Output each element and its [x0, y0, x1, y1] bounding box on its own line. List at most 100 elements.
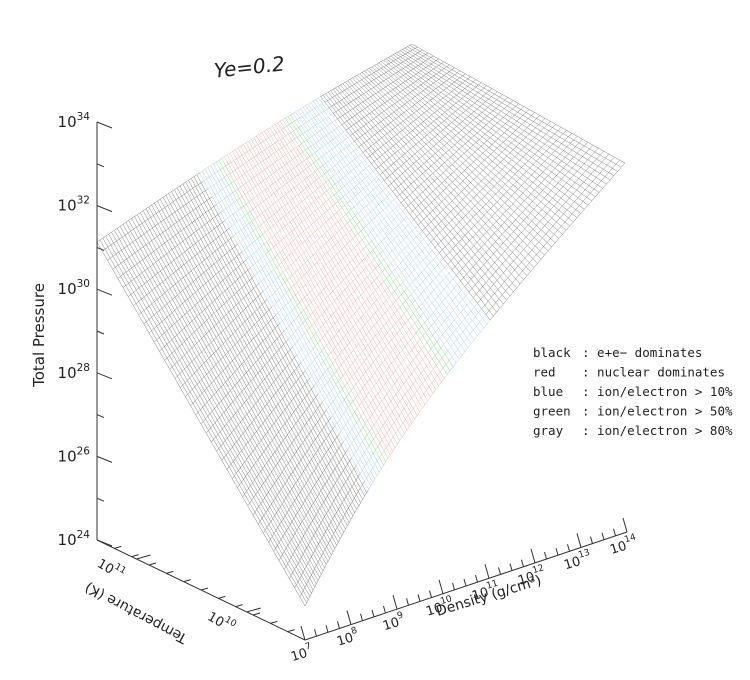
mesh-line-temperature	[438, 92, 442, 95]
mesh-line-temperature	[253, 494, 256, 498]
mesh-line-temperature	[447, 260, 451, 265]
mesh-line-temperature	[414, 245, 418, 249]
mesh-line-temperature	[396, 107, 400, 111]
mesh-line-temperature	[254, 309, 258, 312]
mesh-line-temperature	[492, 175, 496, 180]
mesh-line-temperature	[349, 85, 353, 88]
mesh-line-temperature	[217, 295, 220, 298]
mesh-line-temperature	[523, 127, 528, 131]
mesh-line-temperature	[329, 226, 333, 229]
mesh-line-temperature	[363, 395, 367, 400]
mesh-line-temperature	[319, 103, 323, 106]
mesh-line-temperature	[397, 56, 401, 59]
mesh-line-temperature	[281, 164, 285, 168]
mesh-line-temperature	[331, 104, 335, 107]
mesh-line-temperature	[411, 394, 415, 399]
mesh-line-temperature	[406, 213, 410, 217]
mesh-line-temperature	[312, 586, 315, 591]
mesh-line-temperature	[544, 140, 549, 145]
mesh-line-temperature	[431, 180, 435, 184]
mesh-line-temperature	[265, 286, 269, 290]
mesh-line-temperature	[402, 127, 406, 131]
mesh-line-temperature	[343, 452, 346, 457]
mesh-line-temperature	[256, 428, 259, 432]
mesh-line-temperature	[273, 315, 276, 318]
mesh-line-temperature	[333, 173, 337, 176]
mesh-line-temperature	[143, 231, 148, 235]
mesh-line-temperature	[267, 261, 270, 265]
mesh-line-temperature	[272, 124, 276, 127]
mesh-line-temperature	[169, 249, 173, 252]
mesh-line-temperature	[316, 353, 320, 357]
mesh-line-temperature	[424, 102, 428, 105]
mesh-line-temperature	[497, 120, 501, 124]
mesh-line-temperature	[486, 257, 491, 262]
mesh-line-temperature	[370, 438, 374, 443]
mesh-line-temperature	[394, 93, 398, 96]
mesh-line-temperature	[207, 413, 211, 417]
mesh-line-temperature	[425, 86, 429, 90]
mesh-line-temperature	[413, 161, 417, 164]
mesh-line-temperature	[348, 170, 352, 174]
mesh-line-temperature	[230, 346, 233, 350]
mesh-line-temperature	[196, 194, 200, 197]
mesh-line-temperature	[214, 192, 218, 195]
mesh-line-temperature	[261, 483, 264, 487]
mesh-line-temperature	[349, 376, 353, 381]
mesh-line-temperature	[355, 433, 359, 438]
mesh-line-temperature	[402, 80, 406, 83]
mesh-line-temperature	[364, 194, 368, 198]
mesh-line-temperature	[516, 196, 520, 201]
mesh-line-temperature	[330, 157, 334, 160]
mesh-line-temperature	[218, 158, 222, 161]
mesh-line-temperature	[360, 427, 364, 431]
mesh-line-temperature	[457, 70, 461, 73]
mesh-line-temperature	[466, 220, 471, 224]
mesh-line-temperature	[377, 212, 381, 216]
mesh-line-temperature	[465, 261, 469, 266]
mesh-line-temperature	[260, 354, 263, 358]
mesh-line-temperature	[455, 325, 459, 330]
mesh-line-temperature	[206, 255, 210, 258]
mesh-line-temperature	[204, 257, 208, 261]
mesh-line-temperature	[517, 204, 522, 209]
mesh-line-temperature	[446, 64, 450, 67]
mesh-line-temperature	[159, 335, 162, 338]
mesh-line-temperature	[571, 209, 576, 214]
mesh-line-temperature	[379, 190, 384, 194]
mesh-line-temperature	[535, 193, 540, 198]
mesh-line-temperature	[213, 238, 217, 242]
mesh-line-temperature	[232, 281, 236, 285]
mesh-line-temperature	[332, 425, 336, 430]
mesh-line-temperature	[277, 158, 281, 161]
mesh-line-temperature	[265, 509, 268, 513]
mesh-line-temperature	[447, 370, 451, 375]
mesh-line-temperature	[270, 486, 273, 490]
mesh-line-temperature	[455, 100, 459, 104]
mesh-line-temperature	[297, 578, 300, 582]
mesh-line-temperature	[139, 223, 143, 226]
mesh-line-temperature	[289, 428, 292, 433]
mesh-line-temperature	[346, 118, 350, 122]
mesh-line-temperature	[272, 279, 276, 283]
mesh-line-temperature	[268, 489, 271, 493]
mesh-line-temperature	[255, 373, 259, 376]
mesh-line-temperature	[182, 238, 186, 242]
mesh-line-temperature	[261, 149, 265, 152]
mesh-line-temperature	[182, 181, 186, 185]
mesh-line-temperature	[489, 275, 493, 280]
mesh-line-temperature	[329, 363, 333, 367]
mesh-line-temperature	[415, 86, 419, 90]
mesh-line-temperature	[514, 236, 519, 241]
mesh-line-temperature	[579, 201, 584, 206]
mesh-line-temperature	[401, 269, 405, 273]
mesh-line-temperature	[338, 304, 342, 309]
mesh-line-temperature	[476, 173, 481, 177]
mesh-line-temperature	[159, 232, 163, 235]
mesh-line-temperature	[256, 319, 260, 323]
mesh-line-temperature	[235, 231, 239, 235]
mesh-line-temperature	[297, 389, 301, 393]
mesh-line-temperature	[349, 281, 353, 285]
mesh-line-temperature	[383, 407, 387, 412]
mesh-line-temperature	[229, 192, 233, 195]
